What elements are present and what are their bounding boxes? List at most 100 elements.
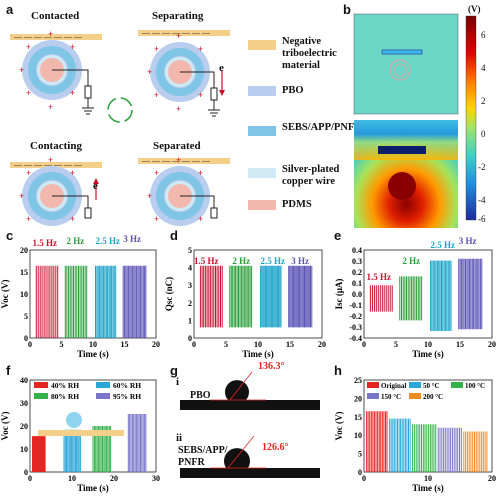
x-axis-label: Time (s) <box>77 483 109 493</box>
legend-swatch <box>34 382 48 388</box>
y-tick-label: 5 <box>188 246 192 255</box>
electron-label-separating: e <box>219 62 224 74</box>
legend-swatch <box>409 382 421 388</box>
contact-angle-value: 126.6° <box>262 442 289 453</box>
signal-trace <box>229 265 253 328</box>
x-axis-label: Time (s) <box>412 349 444 359</box>
plot-frame <box>363 379 493 473</box>
x-tick-label: 15 <box>121 340 129 349</box>
contact-angle-value: 136.3° <box>258 361 285 372</box>
panel-label-g: g <box>170 363 178 378</box>
current-plot: 0 5 10 15 20 -0.4 -0.3 -0.2 -0.1 0.0 0.1 0.2 0.3 0.4 T… <box>334 236 496 359</box>
humidity-plot: 0 10 20 30 0 10 20 30 40 Time (s) Voc (V) 40% RH 60%… <box>0 376 160 493</box>
y-tick-label: 10 <box>20 445 28 454</box>
frequency-label: 1.5 Hz <box>194 256 219 266</box>
frequency-label: 1.5 Hz <box>367 272 392 282</box>
y-axis-label: Voc (V) <box>0 280 10 309</box>
y-tick-label: -0.4 <box>349 334 362 343</box>
legend-label: SEBS/APP/PNFR <box>282 122 362 133</box>
contact-angle-roman: i <box>176 376 180 388</box>
x-tick-label: 5 <box>224 340 228 349</box>
x-tick-label: 0 <box>28 474 32 483</box>
panel-label-h: h <box>334 363 342 378</box>
frequency-label: 2.5 Hz <box>96 236 121 246</box>
legend-swatch <box>409 393 421 399</box>
colorbar-tick: 0 <box>481 129 486 139</box>
y-axis-label: Voc (V) <box>334 412 344 441</box>
panel-label-e: e <box>334 228 342 243</box>
y-tick-label: 5 <box>24 312 28 321</box>
y-tick-label: 1 <box>188 316 192 325</box>
signal-trace <box>458 258 483 330</box>
legend-swatch <box>34 393 48 399</box>
colorbar-tick: -2 <box>478 162 486 172</box>
y-tick-label: 40 <box>20 376 28 385</box>
x-tick-label: 0 <box>28 340 32 349</box>
frequency-label: 3 Hz <box>291 256 309 266</box>
signal-trace <box>260 265 282 328</box>
signal-trace <box>32 436 46 472</box>
signal-trace <box>369 285 393 312</box>
signal-trace <box>288 265 313 328</box>
legend-label: 150 °C <box>381 393 401 401</box>
y-tick-label: 0.2 <box>352 268 362 277</box>
legend-label: 100 °C <box>465 382 485 390</box>
x-tick-label: 0 <box>192 340 196 349</box>
colorbar-tick: 4 <box>481 63 486 73</box>
frequency-label: 2.5 Hz <box>431 240 456 250</box>
y-tick-label: -0.1 <box>349 301 362 310</box>
signal-trace <box>437 427 462 472</box>
contact-angle-images <box>180 371 320 478</box>
y-tick-label: 0 <box>188 334 192 343</box>
signal-trace <box>127 414 147 472</box>
plot-frame <box>29 249 157 339</box>
y-tick-label: 30 <box>20 399 28 408</box>
x-axis-label: Time (s) <box>242 349 274 359</box>
panel-label-a: a <box>6 2 14 17</box>
y-tick-label: 4 <box>188 264 192 273</box>
frequency-label: 3 Hz <box>123 234 141 244</box>
legend-label: PDMS <box>282 199 312 210</box>
plot-frame <box>193 249 323 339</box>
signal-trace <box>64 265 88 338</box>
x-tick-label: 20 <box>152 340 160 349</box>
signal-trace <box>35 265 59 338</box>
frequency-label: 1.5 Hz <box>33 238 58 248</box>
x-tick-label: 0 <box>362 340 366 349</box>
y-axis-label: Isc (μA) <box>334 279 344 310</box>
signal-trace <box>63 429 81 472</box>
y-tick-label: 10 <box>354 431 362 440</box>
contact-angle-material: SEBS/APP/ PNFR <box>178 445 228 468</box>
y-axis-label: Voc (V) <box>0 412 10 441</box>
y-tick-label: 15 <box>20 268 28 277</box>
y-tick-label: 2 <box>188 299 192 308</box>
state-contacted: Contacted <box>31 10 80 22</box>
legend-label: Original <box>381 382 406 390</box>
x-tick-label: 5 <box>60 340 64 349</box>
y-tick-label: 0.1 <box>352 279 362 288</box>
state-separating: Separating <box>152 10 204 22</box>
water-droplet <box>66 412 82 428</box>
potential-simulation <box>353 13 477 228</box>
state-contacting: Contacting <box>30 140 82 152</box>
y-tick-label: 15 <box>354 413 362 422</box>
signal-trace <box>366 411 388 472</box>
legend-swatch <box>96 382 110 388</box>
colorbar-tick: -6 <box>478 214 486 224</box>
temperature-plot: 0 10 20 0 5 10 15 20 25 Time (s) Voc (V) Original 50… <box>334 376 496 493</box>
signal-trace <box>389 418 411 472</box>
signal-trace <box>412 424 437 472</box>
signal-trace <box>95 265 117 338</box>
colorbar-tick: 6 <box>481 30 486 40</box>
legend-swatch <box>367 393 379 399</box>
y-tick-label: 20 <box>20 246 28 255</box>
x-tick-label: 15 <box>456 340 464 349</box>
legend-swatch <box>248 126 276 136</box>
signal-trace <box>430 260 452 331</box>
contact-angle-material: PBO <box>190 390 211 401</box>
signal-trace <box>122 265 147 338</box>
legend-swatch <box>451 382 463 388</box>
y-tick-label: 0 <box>24 334 28 343</box>
charge-plot: 0 5 10 15 20 0 1 2 3 4 5 Time (s) Qsc (nC) 1.5 Hz 2 Hz… <box>164 246 326 359</box>
x-tick-label: 5 <box>394 340 398 349</box>
